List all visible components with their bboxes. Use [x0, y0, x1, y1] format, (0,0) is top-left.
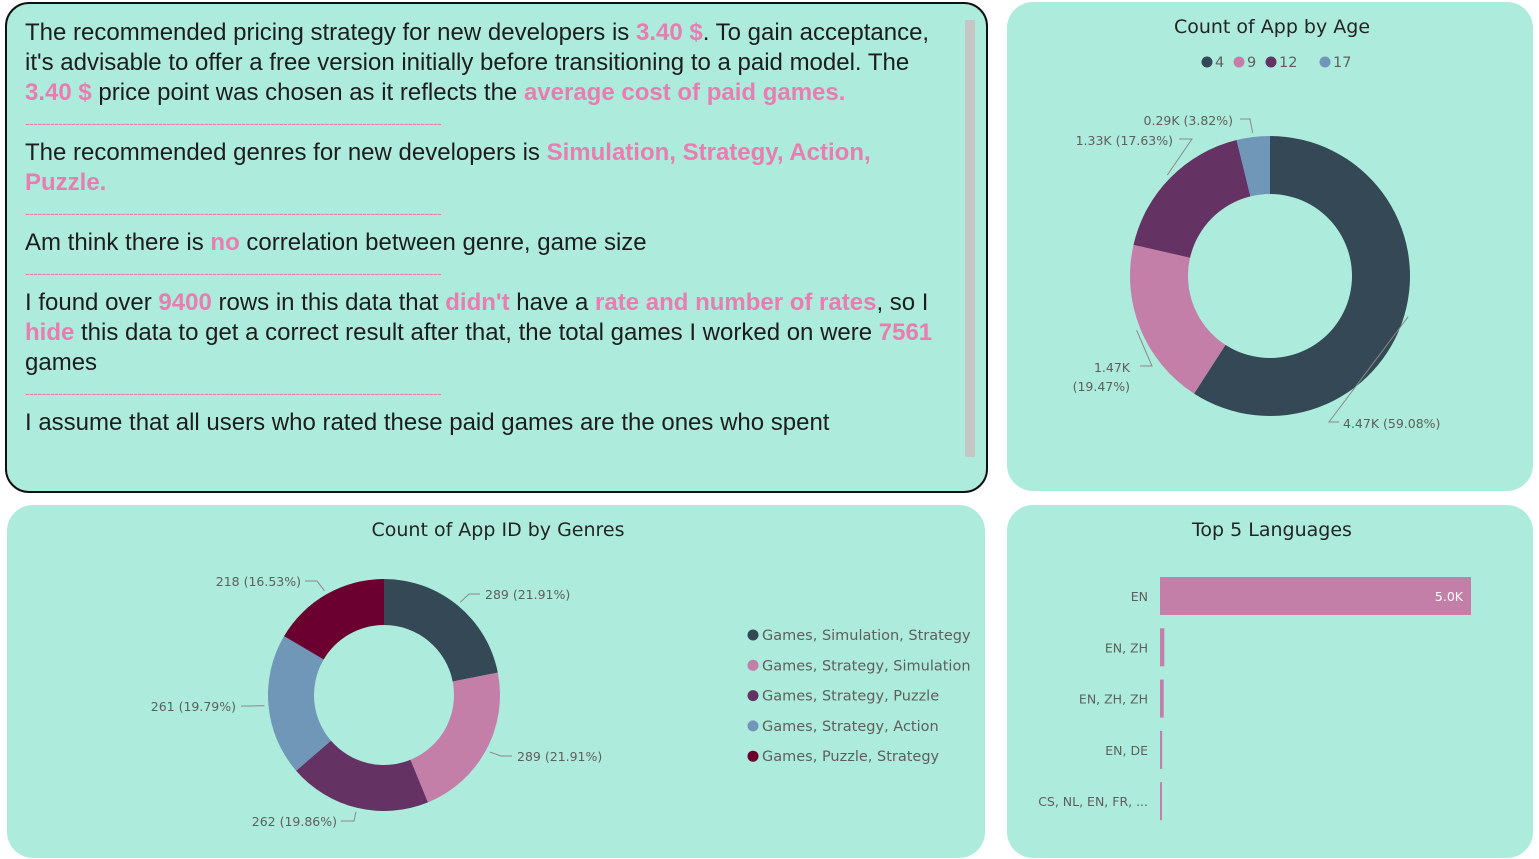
category-label: EN, ZH: [1105, 640, 1148, 655]
legend-entry[interactable]: 12: [1279, 55, 1297, 71]
legend-entry[interactable]: Games, Puzzle, Strategy: [762, 749, 940, 765]
body-text: have a: [509, 289, 596, 316]
body-text: this data to get a correct result after …: [74, 319, 879, 346]
legend-marker: [1233, 56, 1245, 68]
donut-slice[interactable]: [296, 740, 428, 811]
separator: ----------------------------------------…: [25, 265, 442, 281]
highlight-text: rate and number of rates: [595, 289, 877, 316]
data-label: 0.29K (3.82%): [1144, 113, 1233, 128]
category-label: EN, ZH, ZH: [1079, 692, 1148, 707]
data-label: 1.47K (19.47%): [1073, 360, 1131, 394]
pricing-paragraph: The recommended pricing strategy for new…: [25, 18, 945, 108]
text-scrollbar[interactable]: [965, 20, 975, 457]
body-text: Am think there is: [25, 229, 211, 256]
category-label: CS, NL, EN, FR, ...: [1038, 794, 1148, 809]
genre-donut-chart: Count of App ID by Genres 289 (21.91%) 28…: [151, 519, 971, 829]
highlight-text: 3.40 $: [635, 19, 703, 46]
body-text: I found over: [25, 289, 159, 316]
legend-marker: [747, 690, 759, 702]
legend-entry[interactable]: Games, Strategy, Action: [762, 719, 939, 735]
body-text: rows in this data that: [211, 289, 446, 316]
insights-text-card[interactable]: The recommended pricing strategy for new…: [5, 2, 988, 493]
legend-marker: [1201, 56, 1213, 68]
leader-line: [1240, 118, 1254, 134]
donut-slice[interactable]: [268, 636, 331, 771]
donut-slice[interactable]: [384, 579, 498, 682]
genre-chart-card: Count of App ID by Genres 289 (21.91%) 28…: [7, 505, 985, 858]
leader-line: [1327, 316, 1409, 423]
age-chart-card: Count of App by Age 4 9 12 17 4.47K (59.08%…: [1007, 2, 1533, 491]
highlight-text: average cost of paid games.: [523, 79, 846, 106]
leader-line: [1136, 330, 1153, 367]
donut-slice[interactable]: [410, 672, 500, 803]
language-bar[interactable]: [1160, 628, 1165, 667]
highlight-text: Simulation, Strategy, Action, Puzzle.: [25, 139, 871, 196]
data-label: 4.47K (59.08%): [1343, 416, 1440, 431]
bar-value-label: 5.0K: [1435, 589, 1464, 604]
legend-marker: [1265, 56, 1277, 68]
correlation-paragraph: Am think there is no correlation between…: [25, 228, 945, 258]
data-label: 218 (16.53%): [216, 574, 301, 589]
age-donut-chart: Count of App by Age 4 9 12 17 4.47K (59.08%…: [1073, 16, 1441, 431]
data-label: 262 (19.86%): [252, 814, 337, 829]
donut-slice[interactable]: [284, 579, 384, 660]
legend-marker: [747, 629, 759, 641]
body-text: I assume that all users who rated these …: [25, 409, 830, 436]
legend-marker: [747, 720, 759, 732]
legend-entry[interactable]: 4: [1215, 55, 1224, 71]
legend-marker: [1319, 56, 1331, 68]
highlight-text: hide: [25, 319, 75, 346]
languages-chart-title: Top 5 Languages: [1191, 519, 1352, 541]
leader-line: [1166, 138, 1193, 176]
legend-marker: [747, 750, 759, 762]
data-label: 289 (21.91%): [517, 749, 602, 764]
separator: ----------------------------------------…: [25, 205, 442, 221]
leader-line: [459, 593, 480, 603]
genres-paragraph: The recommended genres for new developer…: [25, 138, 945, 198]
highlight-text: no: [210, 229, 240, 256]
body-text: The recommended genres for new developer…: [25, 139, 547, 166]
donut-slice[interactable]: [1236, 136, 1270, 197]
age-chart-title: Count of App by Age: [1174, 16, 1370, 38]
separator: ----------------------------------------…: [25, 385, 442, 401]
leader-line: [489, 751, 512, 757]
legend-entry[interactable]: Games, Strategy, Simulation: [762, 658, 971, 674]
body-text: correlation between genre, game size: [239, 229, 647, 256]
category-label: EN, DE: [1105, 743, 1148, 758]
data-cleaning-paragraph: I found over 9400 rows in this data that…: [25, 288, 945, 378]
legend-entry[interactable]: 9: [1247, 55, 1256, 71]
languages-bar-chart: Top 5 Languages EN 5.0K EN, ZH EN, ZH, ZH EN…: [1038, 519, 1471, 821]
legend-entry[interactable]: 17: [1333, 55, 1351, 71]
language-bar[interactable]: [1160, 782, 1162, 821]
leader-line: [341, 811, 357, 822]
separator: ----------------------------------------…: [25, 115, 442, 131]
legend-entry[interactable]: Games, Strategy, Puzzle: [762, 689, 939, 705]
genre-chart-title: Count of App ID by Genres: [371, 519, 624, 541]
legend-marker: [747, 659, 759, 671]
language-bar[interactable]: [1160, 577, 1471, 615]
language-bar[interactable]: [1160, 730, 1163, 769]
leader-line: [305, 580, 325, 592]
highlight-text: 3.40 $: [25, 79, 92, 106]
assumption-paragraph: I assume that all users who rated these …: [25, 408, 945, 438]
data-label: 261 (19.79%): [151, 699, 236, 714]
body-text: . To gain acceptance, it's advisable to …: [25, 19, 930, 76]
category-label: EN: [1131, 589, 1148, 604]
highlight-text: didn't: [445, 289, 510, 316]
body-text: The recommended pricing strategy for new…: [25, 19, 636, 46]
data-label: 289 (21.91%): [485, 587, 570, 602]
highlight-text: 9400: [158, 289, 212, 316]
body-text: price point was chosen as it reflects th…: [91, 79, 524, 106]
legend-entry[interactable]: Games, Simulation, Strategy: [762, 628, 971, 644]
donut-slice[interactable]: [1194, 136, 1410, 416]
donut-slice[interactable]: [1133, 140, 1251, 258]
body-text: games: [25, 349, 98, 376]
donut-slice[interactable]: [1130, 244, 1226, 394]
body-text: , so I: [876, 289, 929, 316]
languages-chart-card: Top 5 Languages EN 5.0K EN, ZH EN, ZH, ZH EN…: [1007, 505, 1533, 858]
highlight-text: 7561: [878, 319, 933, 346]
insights-text: The recommended pricing strategy for new…: [25, 18, 945, 438]
data-label: 1.33K (17.63%): [1076, 133, 1173, 148]
language-bar[interactable]: [1160, 679, 1164, 718]
